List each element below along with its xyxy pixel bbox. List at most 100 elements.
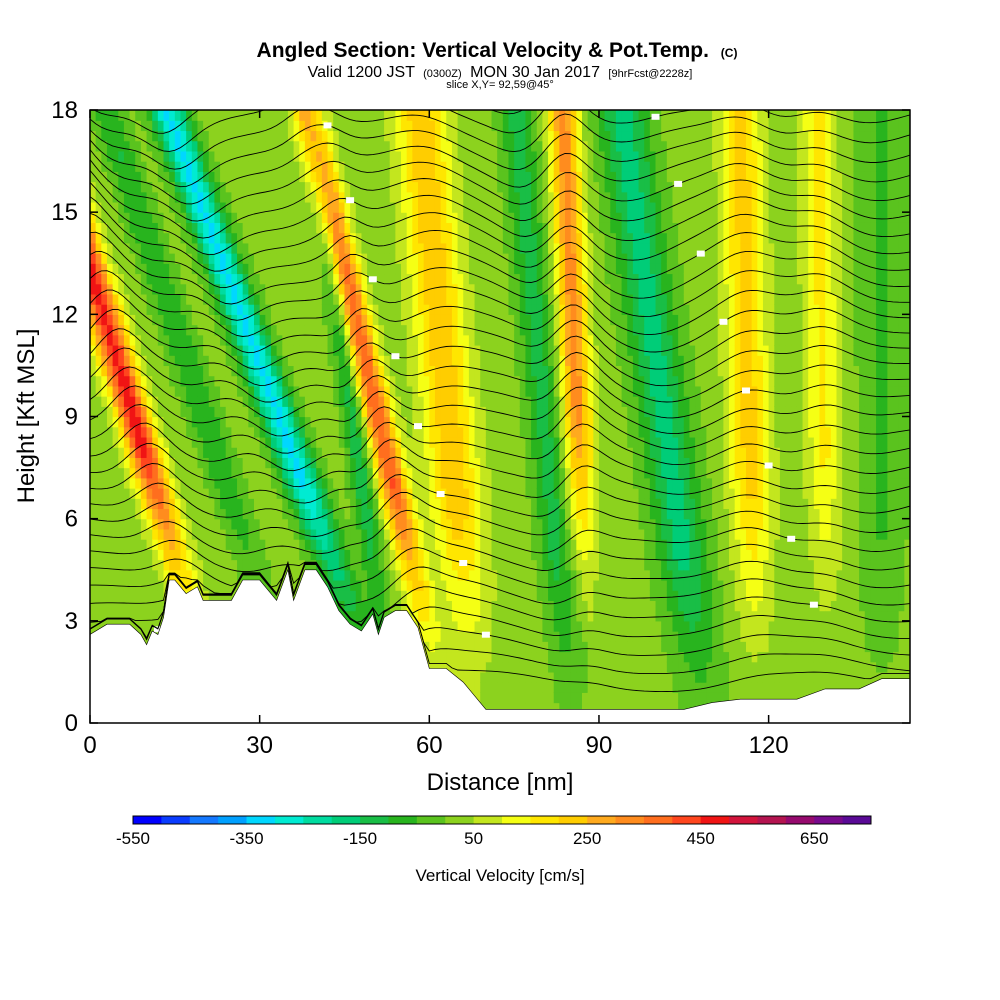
field-cell xyxy=(457,242,464,254)
field-cell xyxy=(367,140,374,152)
field-cell xyxy=(163,508,170,520)
field-cell xyxy=(146,508,153,520)
field-cell xyxy=(553,304,560,315)
field-cell xyxy=(135,498,142,510)
field-cell xyxy=(123,110,131,121)
field-cell xyxy=(123,559,131,571)
field-cell xyxy=(491,620,498,632)
field-cell xyxy=(338,110,346,121)
field-cell xyxy=(429,365,436,377)
field-cell xyxy=(355,590,363,601)
field-cell xyxy=(429,355,436,367)
field-cell xyxy=(157,161,165,172)
field-cell xyxy=(553,549,560,561)
field-cell xyxy=(282,181,289,193)
field-cell xyxy=(384,559,391,571)
field-cell xyxy=(180,120,187,132)
field-cell xyxy=(480,110,487,121)
field-cell xyxy=(406,150,413,162)
field-cell xyxy=(140,518,148,530)
field-cell xyxy=(310,426,317,438)
field-cell xyxy=(327,447,334,458)
field-cell xyxy=(412,283,419,295)
field-cell xyxy=(463,110,470,121)
field-cell xyxy=(338,181,346,193)
field-cell xyxy=(248,365,255,377)
field-cell xyxy=(186,344,193,356)
field-cell xyxy=(519,110,527,121)
field-cell xyxy=(338,528,346,540)
field-cell xyxy=(118,457,125,469)
field-cell xyxy=(468,641,476,653)
field-cell xyxy=(395,539,402,550)
field-cell xyxy=(542,161,549,172)
field-cell xyxy=(423,344,430,356)
field-cell xyxy=(208,140,216,152)
field-cell xyxy=(140,600,148,612)
field-cell xyxy=(265,273,272,285)
field-cell xyxy=(372,600,380,612)
field-cell xyxy=(389,355,396,367)
field-cell xyxy=(237,181,244,193)
field-cell xyxy=(321,426,329,438)
field-cell xyxy=(474,447,481,458)
field-cell xyxy=(536,161,544,172)
field-cell xyxy=(316,181,323,193)
field-cell xyxy=(446,365,453,377)
field-cell xyxy=(248,518,255,530)
field-cell xyxy=(203,273,210,285)
field-cell xyxy=(457,181,464,193)
field-cell xyxy=(304,171,312,183)
field-cell xyxy=(242,447,249,458)
field-cell xyxy=(401,488,408,499)
field-cell xyxy=(468,447,476,458)
field-cell xyxy=(321,181,329,193)
field-cell xyxy=(406,130,413,142)
field-cell xyxy=(191,130,199,142)
field-cell xyxy=(191,426,199,438)
field-cell xyxy=(553,396,560,407)
field-cell xyxy=(497,304,504,315)
field-cell xyxy=(502,426,510,438)
field-cell xyxy=(344,201,351,213)
field-cell xyxy=(208,110,216,121)
field-cell xyxy=(514,130,521,142)
field-cell xyxy=(180,242,187,254)
field-cell xyxy=(123,508,131,520)
field-cell xyxy=(514,457,521,469)
field-cell xyxy=(282,416,289,428)
field-cell xyxy=(514,671,521,683)
field-cell xyxy=(429,150,436,162)
field-cell xyxy=(440,396,447,407)
field-cell xyxy=(214,263,221,275)
field-cell xyxy=(406,140,413,152)
field-cell xyxy=(118,447,125,458)
field-cell xyxy=(186,150,193,162)
field-cell xyxy=(536,304,544,315)
field-cell xyxy=(355,212,363,223)
field-cell xyxy=(497,334,504,346)
field-cell xyxy=(406,191,413,203)
field-cell xyxy=(129,253,136,264)
field-cell xyxy=(265,467,272,479)
field-cell xyxy=(440,242,447,254)
field-cell xyxy=(457,191,464,203)
field-cell xyxy=(304,365,312,377)
field-cell xyxy=(304,324,312,336)
field-cell xyxy=(559,671,566,683)
field-cell xyxy=(355,447,363,458)
field-cell xyxy=(542,436,549,448)
field-cell xyxy=(169,385,176,397)
field-cell xyxy=(225,201,232,213)
field-cell xyxy=(316,436,323,448)
field-cell xyxy=(542,651,549,663)
field-cell xyxy=(514,283,521,295)
field-cell xyxy=(276,324,283,336)
field-cell xyxy=(355,283,363,295)
field-cell xyxy=(434,477,442,489)
field-cell xyxy=(186,110,193,121)
field-cell xyxy=(270,171,278,183)
field-cell xyxy=(485,253,493,264)
field-cell xyxy=(157,273,165,285)
field-cell xyxy=(372,518,380,530)
